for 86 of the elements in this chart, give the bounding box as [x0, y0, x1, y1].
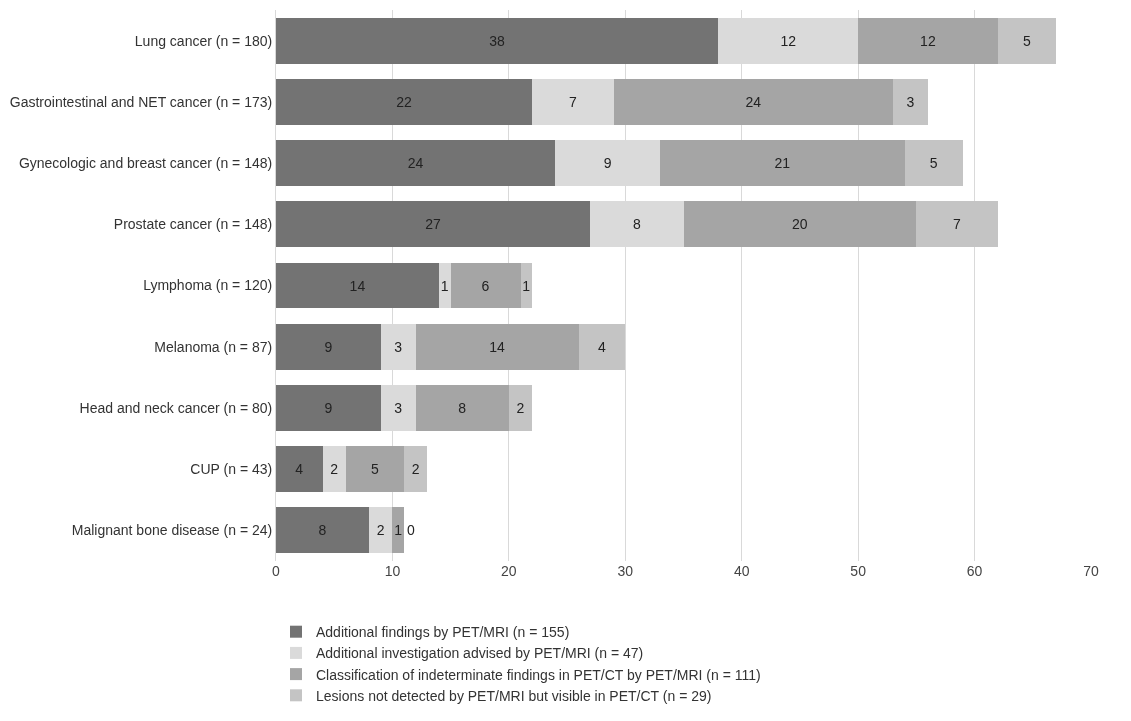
data-label: 27	[425, 216, 442, 233]
data-label: 3	[906, 93, 915, 110]
data-label: 7	[568, 93, 577, 110]
data-label: 0	[407, 522, 416, 539]
bar	[660, 140, 905, 187]
data-label: 5	[370, 461, 379, 478]
data-label: 8	[632, 216, 641, 233]
y-tick-label: Prostate cancer (n = 148)	[113, 216, 273, 233]
y-tick-label: Lung cancer (n = 180)	[134, 32, 273, 49]
bar	[613, 78, 894, 125]
bar	[276, 446, 323, 493]
data-label: 38	[489, 32, 506, 49]
legend-label: Classification of indeterminate findings in PET/CT by PET/MRI (n = 111)	[316, 666, 761, 683]
bar	[532, 78, 614, 125]
bar	[858, 17, 998, 64]
bar	[276, 201, 591, 248]
x-tick-label: 0	[272, 563, 281, 579]
data-label: 4	[295, 461, 304, 478]
bar	[276, 262, 439, 309]
bar	[439, 262, 451, 309]
legend-label: Lesions not detected by PET/MRI but visible in PET/CT (n = 29)	[316, 687, 712, 704]
data-label: 7	[953, 216, 962, 233]
data-label: 1	[394, 522, 403, 539]
data-label: 2	[516, 399, 525, 416]
data-label: 20	[792, 216, 808, 233]
data-label: 2	[330, 461, 339, 478]
bar	[997, 17, 1057, 64]
y-tick-label: Melanoma (n = 87)	[154, 338, 273, 355]
y-tick-label: Gynecologic and breast cancer (n = 148)	[18, 154, 273, 171]
bar	[415, 323, 579, 370]
data-label: 2	[411, 461, 420, 478]
bar	[904, 140, 963, 187]
bar	[683, 201, 917, 248]
data-label: 3	[394, 399, 403, 416]
data-label: 14	[349, 277, 366, 294]
data-label: 5	[929, 155, 938, 172]
data-label: 5	[1022, 32, 1031, 49]
bar	[415, 384, 509, 431]
data-label: 6	[481, 277, 490, 294]
x-tick-label: 30	[617, 563, 634, 579]
bar	[450, 262, 521, 309]
x-tick-label: 40	[733, 563, 750, 579]
bar	[276, 140, 556, 187]
bar	[345, 446, 405, 493]
x-tick-label: 20	[501, 563, 517, 579]
data-label: 24	[745, 93, 762, 110]
data-label: 24	[407, 155, 424, 172]
data-label: 9	[324, 338, 333, 355]
bar	[276, 323, 381, 370]
y-tick-label: Lymphoma (n = 120)	[143, 277, 273, 294]
x-tick-label: 10	[384, 563, 401, 579]
x-tick-label: 60	[966, 563, 983, 579]
bar	[578, 323, 626, 370]
data-label: 12	[920, 32, 936, 49]
data-label: 21	[774, 155, 791, 172]
bar	[322, 446, 346, 493]
x-tick-label: 50	[850, 563, 867, 579]
data-label: 2	[376, 522, 385, 539]
data-label: 14	[489, 338, 506, 355]
bar	[276, 17, 719, 64]
bar	[392, 507, 405, 554]
bar	[893, 78, 928, 125]
data-label: 9	[324, 399, 333, 416]
data-label: 8	[318, 522, 327, 539]
bar	[369, 507, 393, 554]
data-label: 12	[780, 32, 797, 49]
data-label: 9	[603, 155, 612, 172]
bar	[276, 78, 533, 125]
bar	[508, 384, 533, 431]
bar	[276, 507, 370, 554]
data-label: 22	[396, 93, 412, 110]
data-label: 1	[522, 277, 531, 294]
legend-label: Additional findings by PET/MRI (n = 155)	[316, 624, 570, 641]
legend-label: Additional investigation advised by PET/MRI (n = 47)	[316, 645, 644, 662]
data-label: 4	[598, 338, 606, 355]
bar	[276, 384, 381, 431]
data-label: 3	[394, 338, 403, 355]
bar	[916, 201, 998, 248]
y-tick-label: Head and neck cancer (n = 80)	[79, 399, 273, 416]
data-label: 1	[440, 277, 449, 294]
y-tick-label: CUP (n = 43)	[190, 461, 273, 478]
bar	[404, 446, 428, 493]
x-tick-label: 70	[1083, 563, 1099, 579]
y-tick-label: Gastrointestinal and NET cancer (n = 173)	[9, 93, 273, 110]
data-label: 8	[458, 399, 467, 416]
y-tick-label: Malignant bone disease (n = 24)	[71, 522, 273, 539]
